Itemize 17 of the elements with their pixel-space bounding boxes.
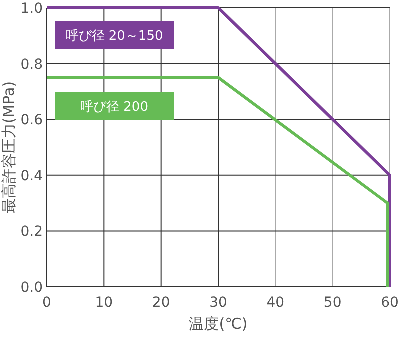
x-axis-title: 温度(℃) xyxy=(189,315,248,333)
y-tick-label: 0.8 xyxy=(20,56,43,73)
y-tick-label: 0.4 xyxy=(20,168,44,184)
x-tick-label: 30 xyxy=(210,295,228,311)
series-label: 呼び径 200 xyxy=(80,100,148,115)
x-tick-label: 50 xyxy=(324,295,342,311)
y-tick-label: 0.0 xyxy=(20,280,43,296)
y-tick-label: 0.6 xyxy=(20,112,44,129)
x-tick-label: 20 xyxy=(152,295,170,311)
y-tick-label: 1.0 xyxy=(20,1,43,17)
y-axis-title: 最高許容圧力(MPa) xyxy=(0,81,18,214)
y-tick-label: 0.2 xyxy=(20,224,43,240)
series-label: 呼び径 20～150 xyxy=(66,29,164,44)
x-tick-label: 60 xyxy=(381,295,399,311)
x-tick-label: 0 xyxy=(42,295,52,311)
x-tick-label: 10 xyxy=(95,295,114,311)
x-tick-label: 40 xyxy=(266,295,285,311)
